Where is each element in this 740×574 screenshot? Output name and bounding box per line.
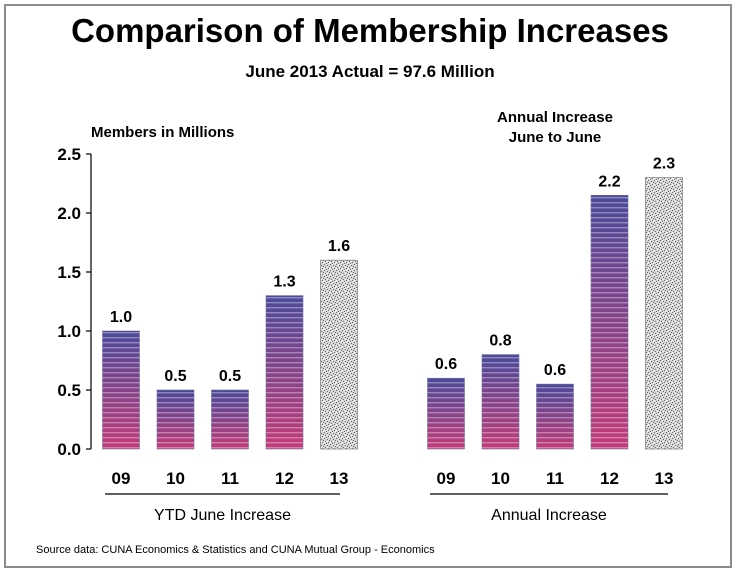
value-label: 0.6 <box>435 356 457 373</box>
bar-stripes <box>157 390 194 449</box>
y-tick-label: 0.5 <box>57 381 81 400</box>
group-label: Annual Increase <box>491 507 607 524</box>
bar-annual-13 <box>645 177 683 450</box>
value-label: 0.6 <box>544 362 566 379</box>
category-label: 10 <box>166 469 185 488</box>
value-label: 0.5 <box>219 368 241 385</box>
category-label: 12 <box>600 469 619 488</box>
y-tick-label: 1.5 <box>57 263 81 282</box>
y-tick-label: 2.5 <box>57 145 81 164</box>
value-label: 1.6 <box>328 238 350 255</box>
source-note: Source data: CUNA Economics & Statistics… <box>36 544 435 556</box>
y-tick-label: 2.0 <box>57 204 81 223</box>
category-label: 10 <box>491 469 510 488</box>
y-tick-label: 1.0 <box>57 322 81 341</box>
category-label: 11 <box>221 469 239 488</box>
category-label: 11 <box>546 469 564 488</box>
value-label: 2.2 <box>598 173 620 190</box>
bar-stripes <box>102 331 140 449</box>
annual-increase-annotation: Annual Increase June to June <box>470 108 640 148</box>
group-label: YTD June Increase <box>154 507 291 524</box>
bar-stripes <box>482 354 519 449</box>
annotation-line-1: Annual Increase <box>497 109 613 126</box>
bar-stripes <box>211 390 249 449</box>
bar-stripes <box>536 384 574 449</box>
bar-ytd-13 <box>320 259 358 450</box>
value-label: 1.3 <box>273 274 295 291</box>
value-label: 0.5 <box>164 368 186 385</box>
bar-stripes <box>266 295 303 449</box>
value-label: 1.0 <box>110 309 132 326</box>
value-label: 0.8 <box>489 333 511 350</box>
category-label: 13 <box>655 469 674 488</box>
category-label: 09 <box>437 469 456 488</box>
annotation-line-2: June to June <box>508 129 602 146</box>
y-axis-title: Members in Millions <box>91 124 235 141</box>
chart-title: Comparison of Membership Increases <box>71 12 669 49</box>
value-label: 2.3 <box>653 156 675 173</box>
bar-stripes <box>427 378 465 449</box>
bar-stripes <box>591 195 628 449</box>
chart-subtitle: June 2013 Actual = 97.6 Million <box>245 62 495 81</box>
category-label: 13 <box>330 469 349 488</box>
category-label: 09 <box>112 469 131 488</box>
y-tick-label: 0.0 <box>57 440 81 459</box>
category-label: 12 <box>275 469 294 488</box>
